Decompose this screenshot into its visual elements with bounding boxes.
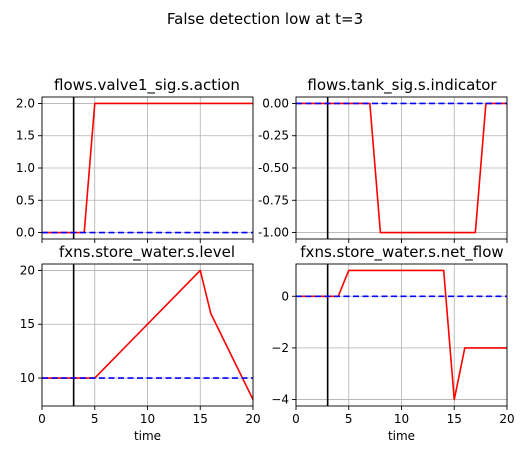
x-tick-label: 10 bbox=[140, 412, 155, 426]
x-tick-label: 5 bbox=[91, 412, 99, 426]
y-tick-label: 0 bbox=[281, 289, 289, 303]
y-tick-label: 20 bbox=[20, 263, 35, 277]
x-axis-label: time bbox=[134, 429, 161, 443]
x-tick-label: 15 bbox=[193, 412, 208, 426]
x-axis-label: time bbox=[388, 429, 415, 443]
y-tick-label: 1.0 bbox=[16, 161, 35, 175]
y-tick-label: 0.00 bbox=[262, 96, 289, 110]
y-tick-label: −4 bbox=[271, 393, 289, 407]
subplot-title: fxns.store_water.s.level bbox=[59, 243, 235, 262]
y-tick-label: 15 bbox=[20, 317, 35, 331]
y-tick-label: −2 bbox=[271, 341, 289, 355]
y-tick-label: 0.5 bbox=[16, 193, 35, 207]
y-tick-label: -1.00 bbox=[258, 226, 289, 240]
x-tick-label: 0 bbox=[38, 412, 46, 426]
subplot-tank-indicator: 0.00 -0.25 -0.50 -0.75 -1.00 flows.tank_sig.s… bbox=[258, 76, 508, 243]
y-tick-label: 10 bbox=[20, 371, 35, 385]
x-tick-label: 10 bbox=[394, 412, 409, 426]
subplot-store-water-net-flow: 0 5 10 15 20 0 −2 −4 time fxns.store_water.s.net_… bbox=[271, 243, 514, 443]
subplot-valve1-action: 0.0 0.5 1.0 1.5 2.0 flows.valve1_sig.s.action bbox=[16, 76, 254, 243]
subplot-title: flows.valve1_sig.s.action bbox=[54, 76, 240, 95]
x-tick-label: 5 bbox=[345, 412, 353, 426]
y-tick-label: -0.25 bbox=[258, 129, 289, 143]
y-tick-label: 0.0 bbox=[16, 226, 35, 240]
subplot-store-water-level: 0 5 10 15 20 10 15 20 time fxns.store_water.s.lev… bbox=[20, 243, 261, 443]
x-tick-label: 0 bbox=[292, 412, 300, 426]
x-tick-label: 15 bbox=[447, 412, 462, 426]
x-tick-label: 20 bbox=[245, 412, 260, 426]
subplot-title: fxns.store_water.s.net_flow bbox=[300, 243, 503, 262]
y-tick-label: 1.5 bbox=[16, 129, 35, 143]
faulty-series-line bbox=[42, 269, 254, 400]
subplot-title: flows.tank_sig.s.indicator bbox=[307, 76, 497, 95]
y-tick-label: -0.50 bbox=[258, 161, 289, 175]
x-tick-label: 20 bbox=[499, 412, 514, 426]
y-tick-label: 2.0 bbox=[16, 96, 35, 110]
y-tick-label: -0.75 bbox=[258, 193, 289, 207]
figure-suptitle: False detection low at t=3 bbox=[167, 10, 363, 28]
